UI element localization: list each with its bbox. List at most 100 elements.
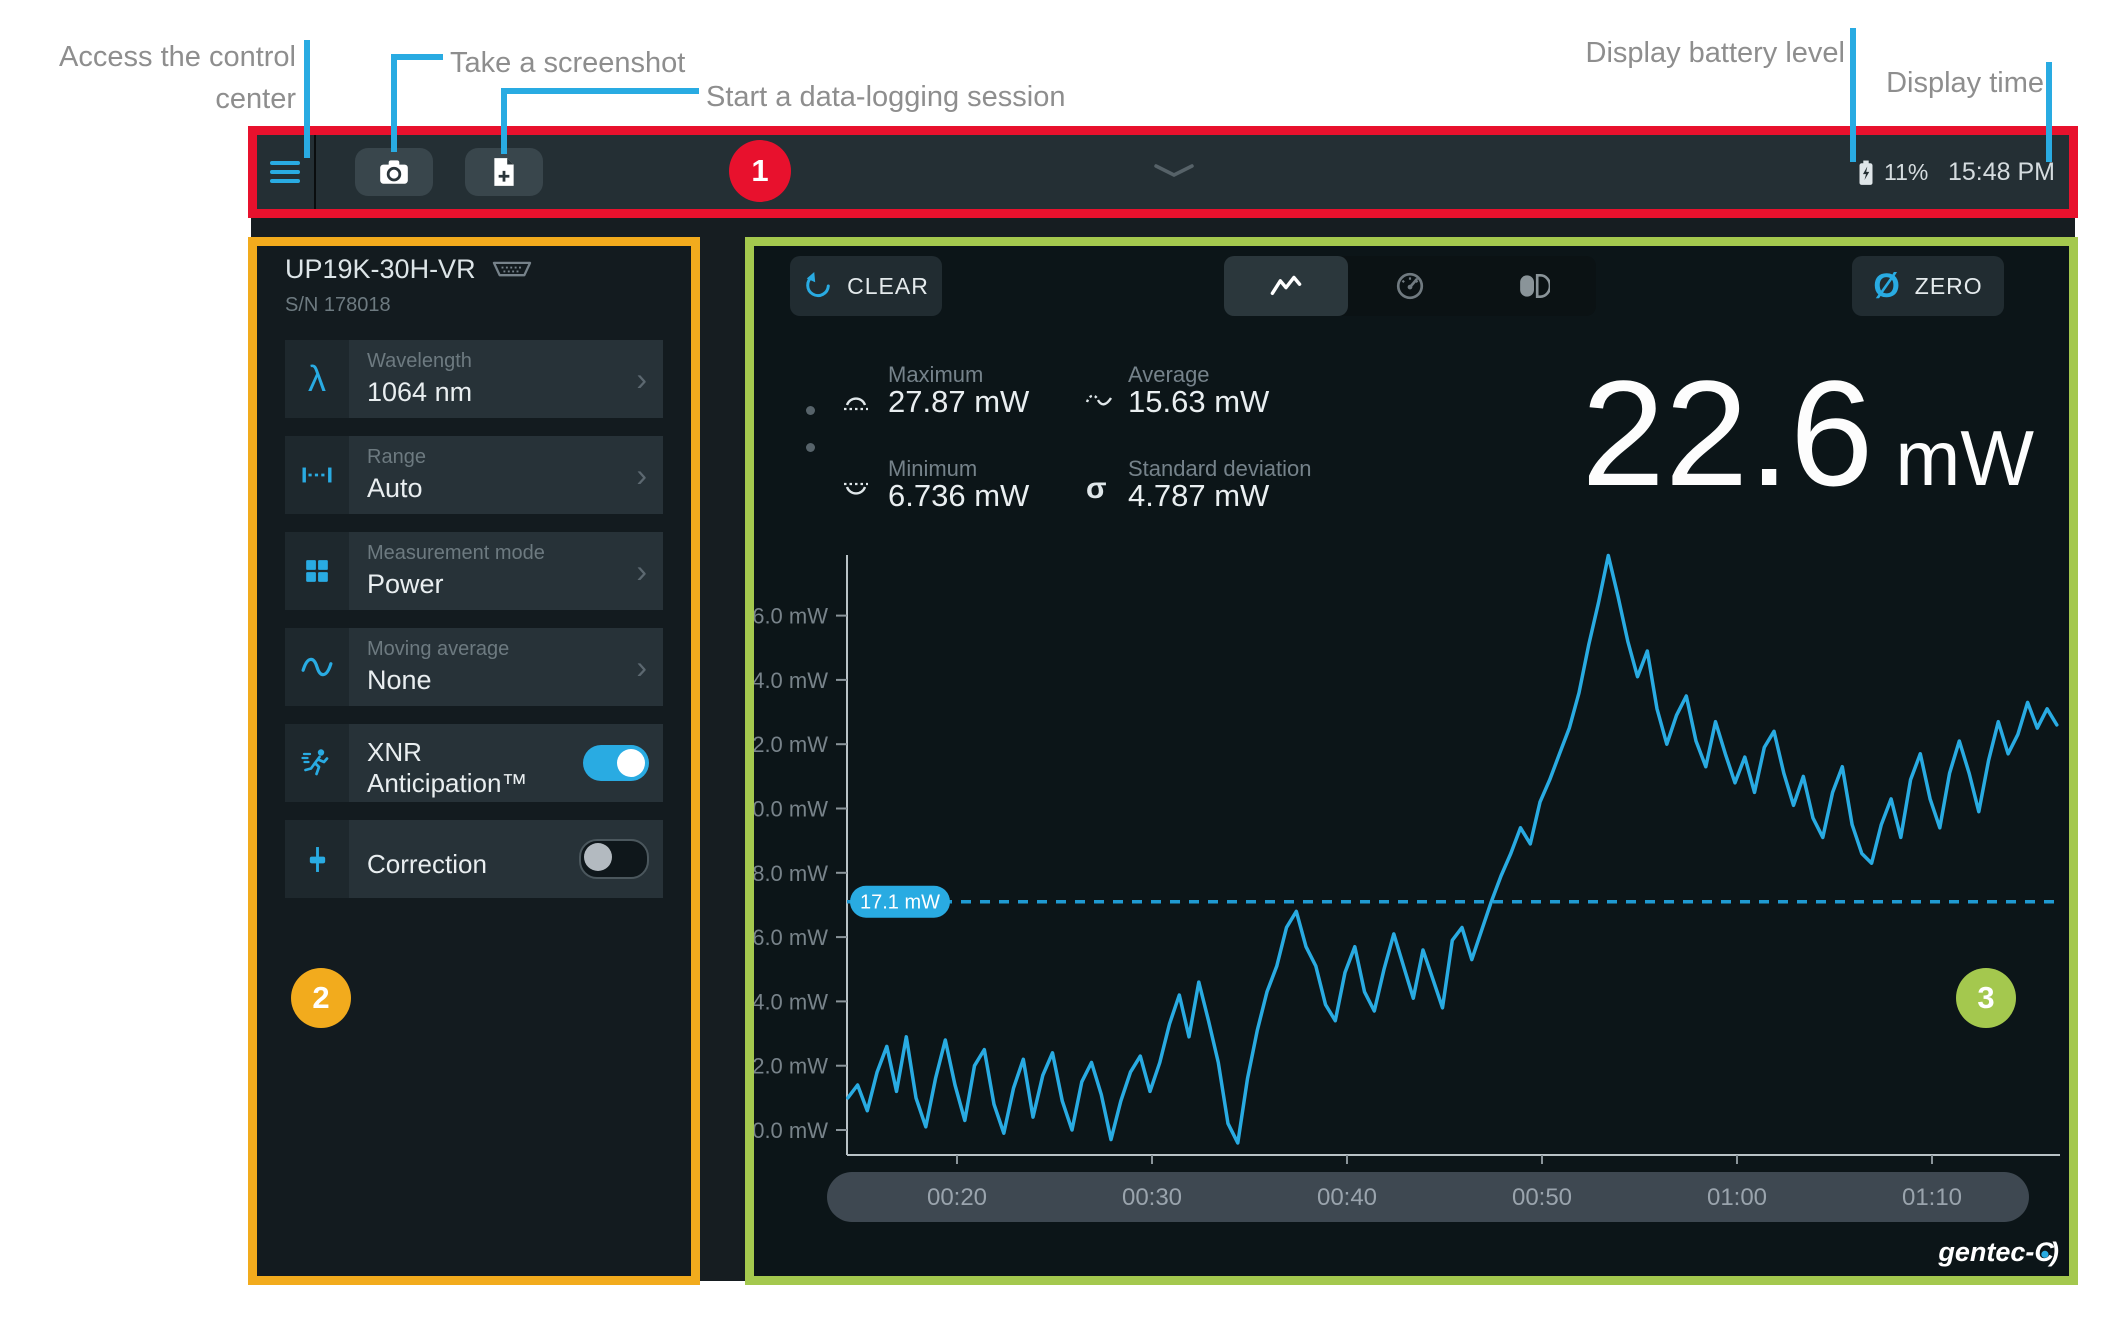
stats-more-dot[interactable] <box>806 406 815 415</box>
item-value: None <box>367 665 432 695</box>
sigma-icon: σ <box>1086 472 1107 505</box>
tab-gauge-view[interactable] <box>1348 256 1472 316</box>
toggle-knob <box>584 843 612 871</box>
item-label: Wavelength <box>367 350 472 372</box>
device-sidebar: UP19K-30H-VR S/N 178018 λ Wavelength 106… <box>257 246 691 1276</box>
chevron-right-icon: › <box>636 648 647 685</box>
sine-icon <box>285 628 349 706</box>
svg-text:18.0 mW: 18.0 mW <box>754 861 828 886</box>
device-header[interactable]: UP19K-30H-VR <box>285 254 534 285</box>
annotation-box-sidebar: UP19K-30H-VR S/N 178018 λ Wavelength 106… <box>248 237 700 1285</box>
view-tabstrip <box>1224 256 1596 316</box>
zero-icon: Ø <box>1873 266 1901 305</box>
clear-button[interactable]: CLEAR <box>790 256 942 316</box>
toolbar-expand-chevron[interactable] <box>1152 163 1196 179</box>
item-label: Measurement mode <box>367 542 545 564</box>
maximum-icon <box>842 386 870 412</box>
device-name: UP19K-30H-VR <box>285 254 476 284</box>
callout-battery: Display battery level <box>1585 37 1846 69</box>
datalog-button[interactable] <box>465 148 543 196</box>
time-axis-scrollbar[interactable]: 00:20 00:30 00:40 00:50 01:00 01:10 <box>827 1172 2029 1222</box>
callout-line-screenshot-h <box>391 54 443 60</box>
stat-label-minimum: Minimum <box>888 456 978 481</box>
stat-label-maximum: Maximum <box>888 362 984 387</box>
callout-datalog: Start a data-logging session <box>706 81 1066 113</box>
undo-icon <box>806 271 830 298</box>
svg-text:26.0 mW: 26.0 mW <box>754 604 828 629</box>
zero-button[interactable]: Ø ZERO <box>1852 256 2004 316</box>
top-toolbar: 11% 15:48 PM <box>257 135 2069 209</box>
annotation-badge-1: 1 <box>729 140 791 202</box>
callout-line-battery <box>1850 28 1856 162</box>
runner-icon <box>285 724 349 802</box>
annotation-badge-2: 2 <box>291 968 351 1028</box>
control-center-button[interactable] <box>265 152 305 192</box>
average-icon <box>1084 388 1114 412</box>
sidebar-item-wavelength[interactable]: λ Wavelength 1064 nm › <box>285 340 663 418</box>
svg-text:14.0 mW: 14.0 mW <box>754 989 828 1014</box>
time-tick: 00:30 <box>1121 1184 1183 1211</box>
chevron-down-icon <box>1154 164 1194 177</box>
stat-label-average: Average <box>1128 362 1210 387</box>
clock: 15:48 PM <box>1947 158 2055 186</box>
item-value: Auto <box>367 473 423 503</box>
gentec-logo: gentec-C●) <box>1938 1237 2059 1268</box>
item-value: Power <box>367 569 444 599</box>
xnr-anticipation-toggle[interactable] <box>583 745 649 781</box>
line-chart-icon <box>1270 275 1302 295</box>
callout-line-time <box>2046 62 2052 162</box>
toolbar-divider <box>314 135 316 209</box>
sidebar-item-measurement-mode[interactable]: Measurement mode Power › <box>285 532 663 610</box>
tab-detector-view[interactable] <box>1472 256 1596 316</box>
logo-mark-close: ) <box>2050 1237 2059 1267</box>
gauge-icon <box>1396 272 1424 300</box>
screenshot-button[interactable] <box>355 148 433 196</box>
stat-label-std-dev: Standard deviation <box>1128 456 1312 481</box>
clear-label: CLEAR <box>847 272 929 299</box>
camera-icon <box>380 160 408 184</box>
device-serial: S/N 178018 <box>285 294 391 316</box>
battery-status: 11% <box>1858 159 1928 186</box>
time-tick: 01:10 <box>1901 1184 1963 1211</box>
correction-toggle[interactable] <box>579 839 649 879</box>
chevron-right-icon: › <box>636 456 647 493</box>
svg-text:17.1 mW: 17.1 mW <box>860 892 940 914</box>
svg-text:12.0 mW: 12.0 mW <box>754 1054 828 1079</box>
range-icon <box>285 436 349 514</box>
zero-label: ZERO <box>1914 272 1983 299</box>
item-label: XNR Anticipation™ <box>367 737 528 798</box>
sidebar-item-range[interactable]: Range Auto › <box>285 436 663 514</box>
toggle-knob <box>617 749 645 777</box>
lambda-icon: λ <box>285 340 349 418</box>
callout-line-datalog-h <box>501 88 699 94</box>
measurement-panel: CLEAR <box>754 246 2069 1276</box>
callout-line-access <box>304 40 310 158</box>
reading-value: 22.6 <box>1581 349 1874 517</box>
callout-time: Display time <box>1886 67 2044 99</box>
new-log-file-icon <box>494 158 514 186</box>
time-tick: 00:20 <box>926 1184 988 1211</box>
stat-value-std-dev: 4.787 mW <box>1128 478 1270 513</box>
stats-more-dot[interactable] <box>806 443 815 452</box>
item-label: Range <box>367 446 426 468</box>
svg-text:20.0 mW: 20.0 mW <box>754 797 828 822</box>
svg-text:10.0 mW: 10.0 mW <box>754 1118 828 1143</box>
sidebar-item-moving-average[interactable]: Moving average None › <box>285 628 663 706</box>
battery-percent: 11% <box>1884 159 1929 185</box>
stat-value-maximum: 27.87 mW <box>888 384 1030 419</box>
sidebar-item-correction[interactable]: Correction <box>285 820 663 898</box>
time-tick: 00:50 <box>1511 1184 1573 1211</box>
logo-dot: ● <box>2039 1244 2050 1263</box>
grid-icon <box>285 532 349 610</box>
svg-text:16.0 mW: 16.0 mW <box>754 925 828 950</box>
correction-slider-icon <box>285 820 349 898</box>
tab-chart-view[interactable] <box>1224 256 1348 316</box>
annotation-box-toolbar: 11% 15:48 PM <box>248 126 2078 218</box>
minimum-icon <box>842 480 870 506</box>
detector-view-icon <box>1520 274 1550 298</box>
annotation-box-main: CLEAR <box>745 237 2078 1285</box>
callout-line-screenshot-v <box>391 54 397 152</box>
logo-text: gentec- <box>1938 1237 2035 1267</box>
stat-value-minimum: 6.736 mW <box>888 478 1030 513</box>
sidebar-item-xnr-anticipation[interactable]: XNR Anticipation™ <box>285 724 663 802</box>
